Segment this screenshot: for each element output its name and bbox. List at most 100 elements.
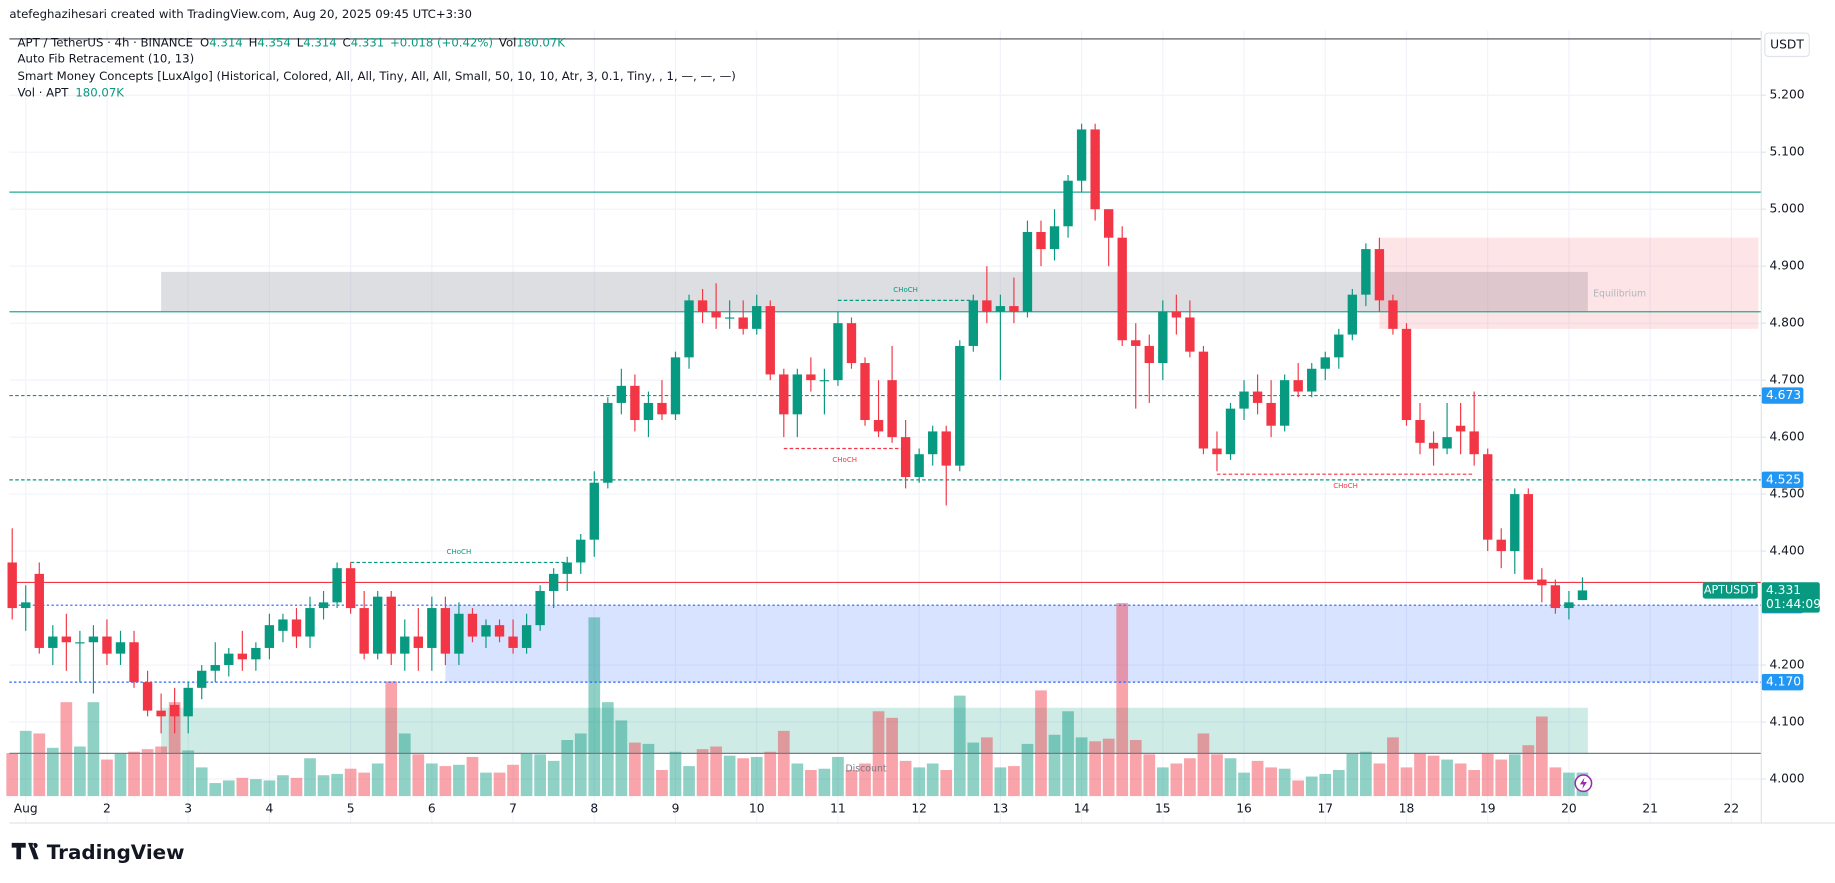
volume-bar [1089,741,1101,797]
l-val: 4.314 [303,35,336,49]
volume-bar [412,754,425,797]
candle-body [237,653,248,660]
volume-bar [33,733,46,797]
volume-bar [263,780,276,797]
volume-bar [1360,751,1372,797]
candle-body [1293,380,1303,392]
volume-bar [588,617,601,797]
candle-body [711,311,721,318]
candles [7,123,1588,734]
candle-body [995,306,1006,312]
candle-body [115,642,126,654]
candle-body [1185,317,1195,352]
candle-body [34,573,44,648]
volume-bar [1373,763,1386,797]
countdown-label: 01:44:09 [1766,597,1821,611]
candle-body [752,306,762,329]
candle-body [724,317,735,319]
candle-body [1510,494,1520,552]
candle-body [467,613,478,637]
volume-bar [371,763,384,797]
x-tick-label: 12 [911,801,927,815]
volume-bar [953,695,966,797]
currency[interactable]: USDT [1770,37,1804,51]
volume-bar [601,702,614,797]
volume-bar [1495,759,1508,797]
candle-body [61,636,72,643]
vol-study: Vol · APT 180.07K [18,85,125,99]
volume-bar [818,768,831,797]
candle-body [1090,129,1100,210]
x-tick-label: 8 [590,801,598,815]
volume-bar [209,783,222,797]
volume-bar [886,717,898,797]
candle-body [129,642,139,683]
volume-bar [1319,773,1332,797]
candle-body [210,665,220,671]
candle-body [1374,249,1385,301]
volume-bar [520,753,533,797]
candle-body [684,300,694,358]
volume-bar [168,702,181,797]
candle-body [1523,494,1533,580]
volume-bar [385,681,398,797]
x-tick-label: 3 [184,801,192,815]
volume-bar [331,773,343,797]
volume-bar [1481,753,1494,797]
indicator: Smart Money Concepts [LuxAlgo] (Historic… [18,69,736,83]
volume-bar [182,750,195,797]
candle-body [1252,391,1263,403]
volume-bar [1332,770,1345,797]
candle-body [603,402,613,483]
volume-bar [74,746,86,797]
candle-body [576,539,586,563]
x-tick-label: Aug [14,801,38,815]
h-key: H [249,35,258,49]
symbol-badge-label: APTUSDT [1704,583,1756,596]
volume-bar [547,760,560,797]
candle-body [1239,391,1249,409]
volume-bar [1143,754,1156,797]
last-price-label: 4.331 [1766,583,1801,597]
candle-body [1550,585,1561,609]
volume-bar [1427,755,1440,797]
candle-body [169,704,180,717]
candle-body [535,590,545,626]
volume-bar [19,730,32,797]
candle-body [941,431,951,466]
choch-label: CHoCH [1333,481,1358,490]
volume-bar [304,758,316,797]
price-badge [1761,387,1804,404]
candle-body [562,562,572,574]
volume-bar [344,768,357,797]
y-tick-label: 4.000 [1769,772,1804,786]
volume-bar [1224,758,1237,797]
x-tick-label: 10 [749,801,765,815]
candle-body [928,431,938,455]
candle-body [1564,602,1574,609]
volume [6,602,1589,797]
volume-bar [1468,770,1481,797]
alert-bolt [1579,777,1587,790]
volume-bar [629,742,641,797]
candle-body [1131,340,1141,346]
l-key: L [297,35,304,49]
volume-bar [1563,772,1575,797]
candle-body [846,323,857,364]
volume-bar [1035,690,1047,797]
volume-bar [493,772,506,797]
x-tick-label: 7 [509,801,517,815]
choch-label: CHoCH [447,547,472,556]
volume-bar [6,753,19,797]
currency-box[interactable] [1764,32,1810,58]
candle-body [75,642,85,644]
volume-bar [1156,767,1169,797]
volume-bar [425,763,438,797]
volume-bar [398,733,411,797]
candle-body [440,608,451,654]
volume-bar [845,770,858,797]
volume-bar [1292,780,1305,797]
candle-body [1171,311,1182,318]
vol-key: Vol [499,35,517,49]
volume-bar [805,770,817,797]
